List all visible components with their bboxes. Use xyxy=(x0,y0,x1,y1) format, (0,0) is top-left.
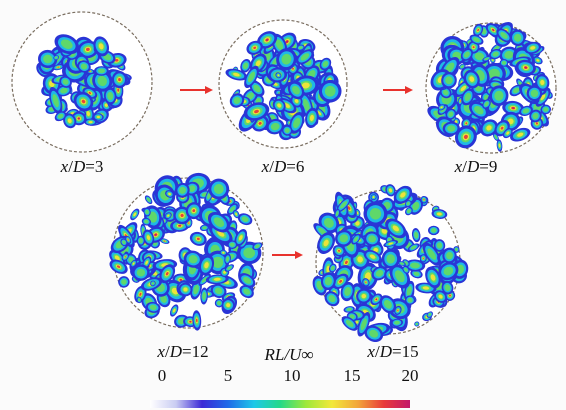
contour-blobs xyxy=(427,22,553,152)
caption-x-d-6: x/D=6 xyxy=(261,157,305,176)
contour-blobs xyxy=(36,34,132,129)
arrow-1 xyxy=(180,86,213,94)
contour-panel-p3 xyxy=(11,11,153,153)
colorbar-tick-20: 20 xyxy=(401,366,419,385)
arrow-2 xyxy=(383,86,413,94)
colorbar xyxy=(150,400,410,408)
contour-panel-p6 xyxy=(218,19,348,149)
colorbar-label: RL/U∞ xyxy=(264,345,314,364)
contour-blobs xyxy=(225,31,342,141)
caption-x-d-3: x/D=3 xyxy=(60,157,104,176)
contour-panel-p15 xyxy=(312,184,469,342)
colorbar-tick-0: 0 xyxy=(157,366,167,385)
contour-blobs xyxy=(109,172,263,331)
caption-x-d-12: x/D=12 xyxy=(157,342,209,361)
contour-panel-p12 xyxy=(109,172,264,331)
contour-panel-p9 xyxy=(425,22,557,154)
colorbar-tick-15: 15 xyxy=(343,366,361,385)
colorbar-tick-5: 5 xyxy=(223,366,233,385)
colorbar-tick-10: 10 xyxy=(283,366,301,385)
caption-x-d-9: x/D=9 xyxy=(454,157,498,176)
arrow-3 xyxy=(272,251,303,259)
caption-x-d-15: x/D=15 xyxy=(367,342,419,361)
contour-blobs xyxy=(312,184,469,342)
